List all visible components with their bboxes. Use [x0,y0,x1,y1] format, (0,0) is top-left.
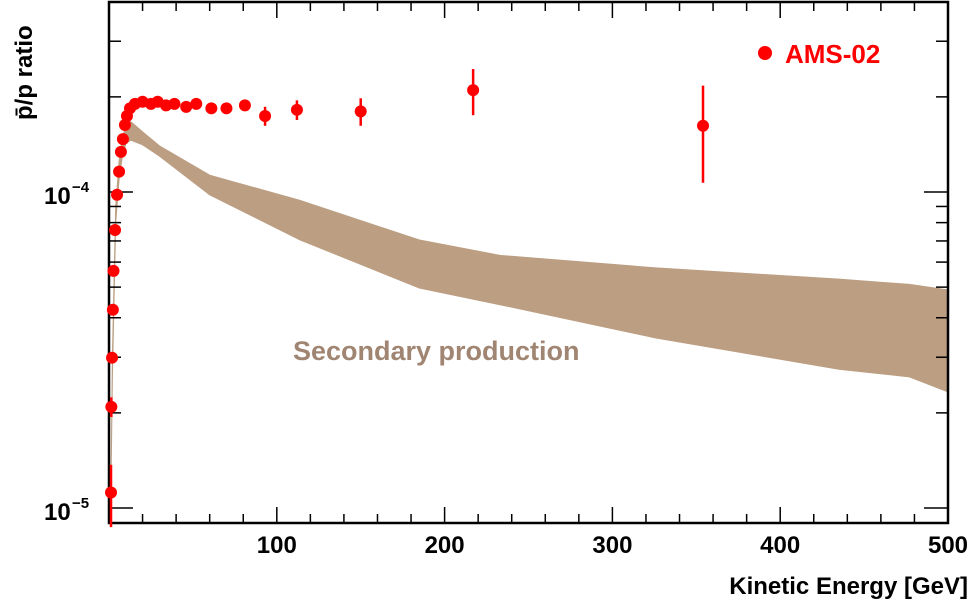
x-tick-labels: 100 200 300 400 500 [257,532,968,559]
axes [107,0,950,525]
x-tick-label: 300 [592,532,632,559]
band-annotation: Secondary production [293,336,580,366]
legend-marker [758,46,772,60]
data-point [106,303,119,316]
secondary-production-band-layer [110,120,949,509]
y-tick-label: 10 [44,183,71,210]
secondary-production-band [110,120,949,509]
x-axis-title: Kinetic Energy [GeV] [729,573,968,600]
ams02-data-points [105,69,710,528]
data-point [106,351,119,364]
data-point [168,97,181,110]
data-point [467,84,480,97]
x-tick-label: 400 [760,532,800,559]
data-point [354,105,367,118]
y-tick-label: 10 [44,499,71,526]
data-point [220,102,233,115]
data-point [290,103,303,116]
data-point [180,100,193,113]
data-point [109,224,122,237]
data-point [205,102,218,115]
data-point [238,99,251,112]
y-tick-labels: 10−410−5 [44,179,90,526]
x-tick-label: 200 [425,532,465,559]
y-tick-exponent: −5 [72,495,89,512]
legend: AMS-02 [758,39,880,69]
data-point [190,97,203,110]
data-point [107,264,120,277]
legend-label: AMS-02 [785,39,880,69]
data-point [105,400,118,413]
data-point [116,133,129,146]
data-point [111,188,124,201]
data-point [113,165,126,178]
data-point [259,109,272,122]
x-tick-label: 100 [257,532,297,559]
data-point [114,145,127,158]
y-tick-exponent: −4 [72,179,90,196]
x-tick-label: 500 [928,532,968,559]
y-axis-title: p̄/p ratio [11,25,38,120]
data-point [697,119,710,132]
data-point [105,486,118,499]
data-point [118,118,131,131]
